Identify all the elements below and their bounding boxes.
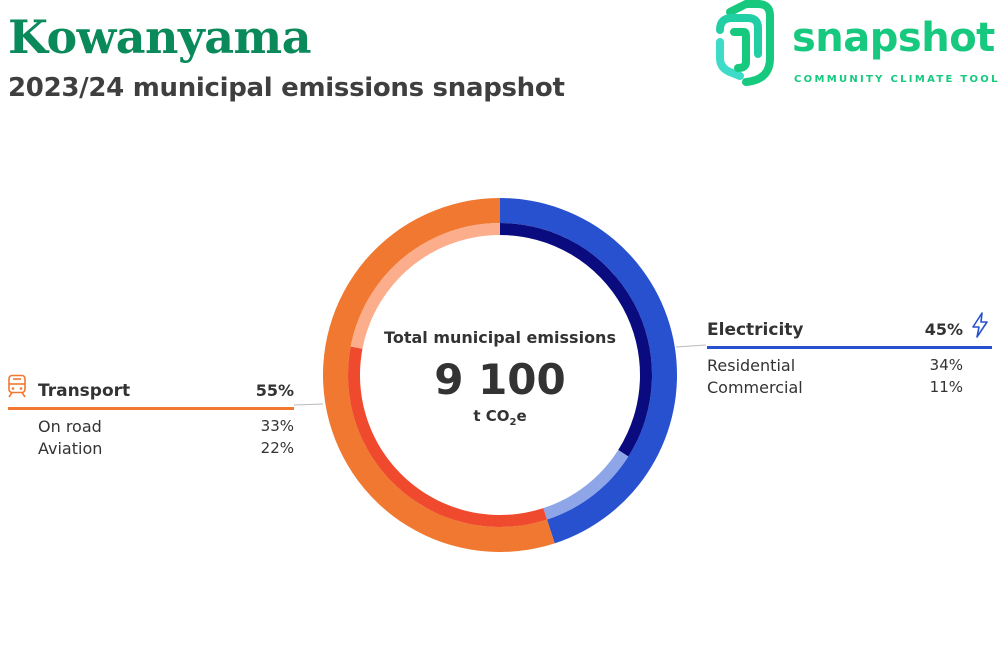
inner-slice-on-road (348, 346, 547, 527)
legend-item-value: 11% (929, 378, 963, 396)
brand-name: snapshot (792, 15, 995, 61)
legend-item-label: Aviation (38, 439, 103, 458)
legend-item-label: Commercial (707, 378, 803, 397)
total-value: 9 100 (434, 355, 566, 404)
inner-slice-aviation (350, 222, 500, 349)
unit-tail: e (516, 407, 527, 425)
unit-subscript: 2 (509, 417, 517, 428)
total-unit: t CO2e (380, 406, 620, 433)
legend-electricity-name: Electricity (707, 320, 804, 340)
legend-item-commercial: Commercial 11% (707, 374, 963, 397)
page-subtitle: 2023/24 municipal emissions snapshot (8, 73, 565, 103)
legend-transport: Transport 55% On road 33% Aviation 22% (8, 379, 294, 458)
legend-transport-rule (8, 407, 294, 410)
legend-electricity-rule (707, 346, 992, 349)
legend-item-value: 22% (260, 439, 294, 457)
train-icon (8, 374, 26, 398)
legend-item-label: On road (38, 417, 102, 436)
transport-leader-line (293, 403, 324, 406)
electricity-leader-line (675, 344, 707, 348)
total-emissions: Total municipal emissions 9 100 t CO2e (380, 326, 620, 433)
legend-item-aviation: Aviation 22% (38, 435, 294, 458)
unit-main: t CO (473, 407, 510, 425)
legend-item-value: 34% (929, 356, 963, 374)
legend-electricity: Electricity 45% Residential 34% Commerci… (707, 318, 992, 397)
inner-slice-commercial (543, 450, 629, 520)
legend-transport-name: Transport (38, 381, 131, 401)
snapshot-logo: snapshot COMMUNITY CLIMATE TOOL (712, 0, 1000, 96)
page-title: Kowanyama (8, 10, 312, 64)
outer-slice-electricity (500, 198, 677, 544)
lightning-icon (972, 312, 988, 338)
brand-tagline: COMMUNITY CLIMATE TOOL (794, 74, 1000, 85)
legend-item-label: Residential (707, 356, 796, 375)
legend-electricity-pct: 45% (924, 320, 963, 339)
inner-slice-residential (500, 223, 652, 457)
legend-item-residential: Residential 34% (707, 352, 963, 375)
legend-transport-pct: 55% (255, 381, 294, 400)
legend-item-value: 33% (260, 417, 294, 435)
fingerprint-icon (716, 0, 774, 86)
total-label: Total municipal emissions (384, 328, 616, 347)
legend-item-on-road: On road 33% (38, 413, 294, 436)
